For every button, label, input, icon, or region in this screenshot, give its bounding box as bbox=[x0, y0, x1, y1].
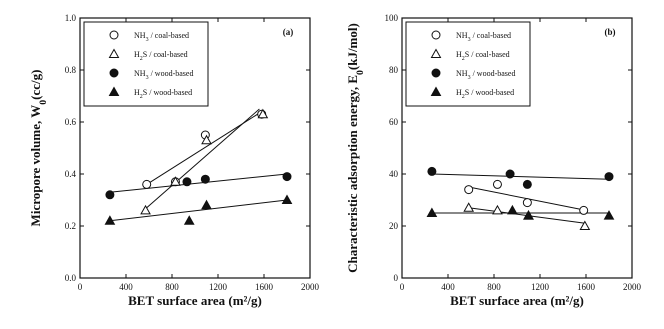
x-tick-label: 800 bbox=[487, 282, 501, 292]
panel-label: (a) bbox=[283, 27, 294, 37]
x-tick-label: 800 bbox=[165, 282, 179, 292]
y-tick-label: 0 bbox=[394, 273, 399, 283]
fit-line bbox=[431, 173, 610, 180]
data-point bbox=[140, 204, 151, 215]
y-tick-label: 0.2 bbox=[65, 221, 76, 231]
x-tick-label: 2000 bbox=[623, 282, 642, 292]
legend-marker bbox=[108, 48, 120, 58]
y-tick-label: 0.8 bbox=[65, 65, 77, 75]
data-point bbox=[201, 199, 212, 210]
data-point bbox=[104, 215, 116, 225]
data-point bbox=[201, 134, 212, 145]
data-point bbox=[492, 204, 503, 215]
y-tick-label: 100 bbox=[385, 13, 399, 23]
y-axis-label: Characteristic adsorption energy, E0(kJ/… bbox=[345, 23, 366, 273]
legend-marker bbox=[431, 30, 441, 40]
data-point bbox=[105, 190, 115, 200]
legend-label: NH3 / wood-based bbox=[456, 69, 515, 81]
y-axis-label: Micropore volume, W0(cc/g) bbox=[28, 70, 49, 227]
fit-line bbox=[109, 173, 288, 193]
data-point bbox=[492, 179, 502, 189]
legend-marker bbox=[109, 30, 119, 40]
data-point bbox=[523, 210, 534, 220]
y-tick-label: 0.0 bbox=[65, 273, 77, 283]
legend-box bbox=[83, 21, 209, 107]
x-tick-label: 1600 bbox=[255, 282, 274, 292]
legend: NH3 / coal-based H2S / coal-based NH3 / wo… bbox=[83, 21, 209, 107]
data-point bbox=[579, 220, 591, 230]
x-tick-label: 1200 bbox=[531, 282, 550, 292]
data-point bbox=[282, 172, 292, 182]
data-point bbox=[426, 207, 438, 217]
data-point bbox=[183, 215, 195, 225]
y-tick-label: 40 bbox=[389, 169, 399, 179]
data-point bbox=[427, 166, 437, 176]
legend-marker bbox=[108, 86, 120, 96]
x-axis-label: BET surface area (m²/g) bbox=[128, 293, 262, 308]
legend: NH3 / coal-based H2S / coal-based NH3 / wo… bbox=[405, 21, 531, 107]
data-point bbox=[281, 194, 293, 204]
data-point bbox=[522, 179, 532, 189]
y-tick-label: 80 bbox=[389, 65, 399, 75]
legend-label: H2S / wood-based bbox=[134, 88, 192, 100]
data-point bbox=[579, 205, 589, 215]
y-tick-label: 60 bbox=[389, 117, 399, 127]
plot-frame bbox=[79, 17, 311, 279]
data-point bbox=[182, 177, 192, 187]
y-tick-label: 0.4 bbox=[65, 169, 77, 179]
legend-label: H2S / coal-based bbox=[134, 50, 188, 62]
data-point bbox=[464, 185, 474, 195]
x-tick-label: 2000 bbox=[301, 282, 320, 292]
y-tick-label: 20 bbox=[389, 221, 399, 231]
legend-marker bbox=[430, 48, 442, 58]
data-point bbox=[505, 169, 515, 179]
panel-label: (b) bbox=[605, 27, 616, 37]
legend-label: NH3 / coal-based bbox=[456, 31, 511, 43]
legend-marker bbox=[431, 68, 441, 78]
data-point bbox=[170, 176, 181, 186]
plot-frame bbox=[401, 17, 633, 279]
data-point bbox=[603, 210, 615, 220]
x-axis-label: BET surface area (m²/g) bbox=[450, 293, 584, 308]
data-point bbox=[200, 174, 210, 184]
y-tick-label: 1.0 bbox=[65, 13, 77, 23]
x-tick-label: 0 bbox=[78, 282, 83, 292]
data-point bbox=[257, 108, 269, 119]
y-tick-label: 0.6 bbox=[65, 117, 77, 127]
data-point bbox=[604, 172, 614, 182]
legend-label: H2S / wood-based bbox=[456, 88, 514, 100]
legend-box bbox=[405, 21, 531, 107]
x-tick-label: 400 bbox=[119, 282, 133, 292]
x-tick-label: 1600 bbox=[577, 282, 596, 292]
data-point bbox=[142, 179, 152, 189]
legend-label: H2S / coal-based bbox=[456, 50, 510, 62]
data-point bbox=[463, 202, 475, 212]
chart-panel-b: 0 400 800 1200 1600 2000 0 20 40 60 80 100 BET surfa… bbox=[345, 13, 642, 308]
legend-marker bbox=[430, 86, 442, 96]
legend-label: NH3 / wood-based bbox=[134, 69, 193, 81]
legend-label: NH3 / coal-based bbox=[134, 31, 189, 43]
x-tick-label: 1200 bbox=[209, 282, 228, 292]
data-point bbox=[522, 198, 532, 208]
x-tick-label: 400 bbox=[441, 282, 455, 292]
chart-panel-a: 0 400 800 1200 1600 2000 0.0 0.2 0.4 0.6 0.8 1.0 BET… bbox=[28, 13, 320, 308]
x-tick-label: 0 bbox=[400, 282, 405, 292]
fit-line bbox=[146, 108, 260, 209]
legend-marker bbox=[109, 68, 119, 78]
fit-line bbox=[109, 199, 288, 222]
data-point bbox=[507, 204, 518, 215]
